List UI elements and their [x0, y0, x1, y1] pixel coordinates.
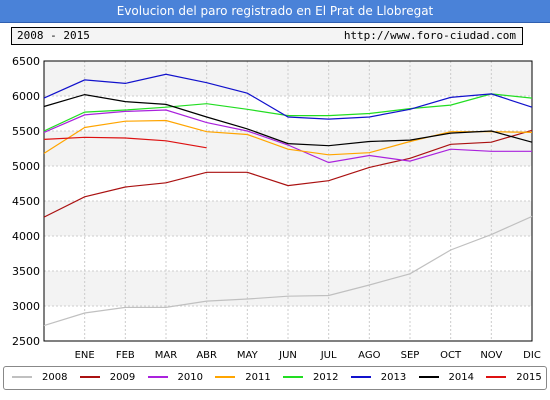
plot-band: [44, 131, 532, 166]
series-line-2015: [43, 136, 207, 149]
y-tick-label: 2500: [12, 335, 40, 348]
x-tick-label: DIC: [523, 350, 541, 361]
legend-swatch: [12, 376, 32, 378]
y-tick-label: 5000: [12, 160, 40, 173]
legend-label: 2010: [177, 372, 203, 383]
legend-item-2010: 2010: [147, 367, 203, 389]
x-tick-label: FEB: [116, 350, 135, 361]
legend-swatch: [418, 376, 439, 378]
legend-label: 2009: [109, 372, 136, 383]
y-tick-label: 4000: [12, 230, 40, 243]
legend-swatch: [147, 376, 168, 378]
y-tick-label: 3500: [12, 265, 40, 278]
series-line-2011: [43, 119, 533, 156]
legend-item-2015: 2015: [486, 367, 542, 389]
series-line-2014: [43, 93, 533, 147]
legend: 2008 2009 2010 2011 2012 2013 2014 2015: [3, 366, 547, 390]
x-tick-label: ABR: [196, 350, 217, 361]
source-url: http://www.foro-ciudad.com: [343, 29, 516, 42]
series-line-2012: [43, 93, 533, 132]
series-line-2008: [43, 215, 533, 327]
y-tick-label: 5500: [12, 125, 40, 138]
legend-item-2011: 2011: [215, 367, 271, 389]
legend-item-2013: 2013: [350, 367, 407, 389]
plot-band: [44, 166, 532, 201]
series-line-2010: [43, 109, 532, 164]
legend-swatch: [350, 376, 371, 378]
x-tick-label: JUN: [278, 350, 297, 361]
x-tick-label: NOV: [480, 350, 502, 361]
series-line-2013: [43, 73, 533, 120]
legend-swatch: [79, 376, 100, 378]
x-tick-label: JUL: [320, 350, 337, 361]
legend-item-2008: 2008: [12, 367, 67, 389]
x-tick-label: MAR: [155, 350, 177, 361]
legend-swatch: [215, 376, 236, 378]
legend-item-2012: 2012: [283, 367, 338, 389]
x-tick-label: ENE: [75, 350, 95, 361]
legend-label: 2011: [245, 372, 271, 383]
plot-frame: [43, 60, 533, 342]
y-tick-label: 6500: [12, 55, 40, 68]
legend-label: 2014: [448, 372, 474, 383]
chart-title: Evolucion del paro registrado en El Prat…: [0, 0, 550, 23]
legend-item-2014: 2014: [418, 367, 474, 389]
y-tick-label: 3000: [12, 300, 40, 313]
legend-label: 2012: [313, 372, 339, 383]
series-line-2009: [43, 129, 533, 218]
y-tick-label: 6000: [12, 90, 40, 103]
x-tick-label: OCT: [440, 350, 462, 361]
legend-item-2009: 2009: [79, 367, 136, 389]
x-tick-label: AGO: [358, 350, 380, 361]
legend-swatch: [486, 376, 507, 378]
plot-band: [44, 306, 532, 341]
y-tick-label: 4500: [12, 195, 40, 208]
x-tick-label: SEP: [401, 350, 420, 361]
legend-swatch: [283, 376, 303, 378]
legend-label: 2008: [42, 372, 68, 383]
info-bar: 2008 - 2015 http://www.foro-ciudad.com: [11, 27, 523, 45]
legend-label: 2013: [380, 372, 407, 383]
period-label: 2008 - 2015: [17, 29, 90, 42]
plot-band: [44, 271, 532, 306]
legend-label: 2015: [516, 372, 542, 383]
x-tick-label: MAY: [237, 350, 259, 361]
